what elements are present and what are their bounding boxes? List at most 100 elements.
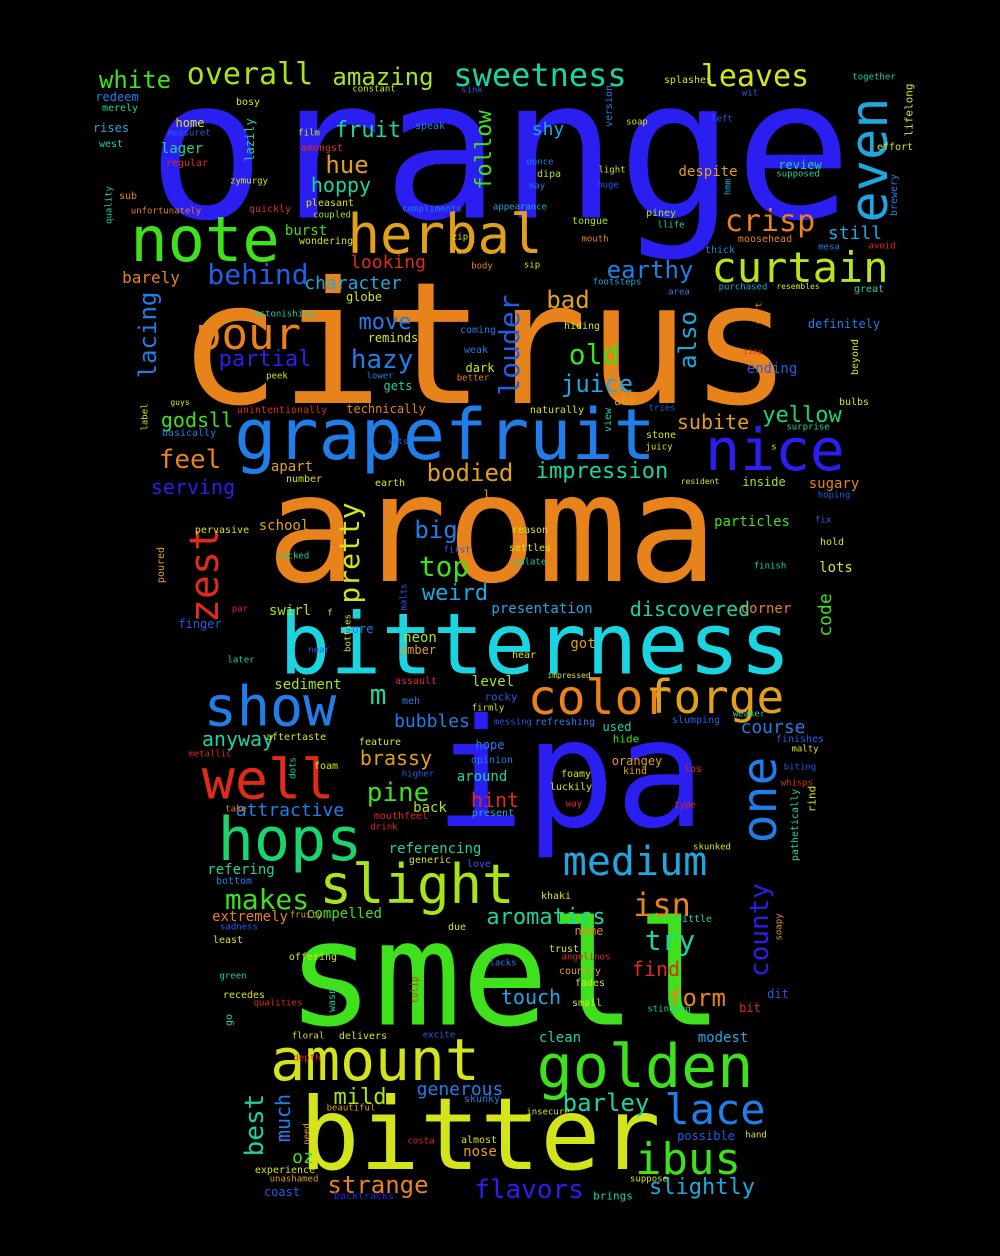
word-great: great [853, 284, 885, 295]
word-bitter: bitter [299, 1076, 661, 1193]
word-partial: partial [218, 347, 312, 372]
word-form: form [668, 984, 726, 1012]
word-messing: messing [494, 717, 532, 728]
word-type: type [674, 800, 696, 811]
word-finishes: finishes [775, 734, 825, 745]
word-weird: weird [421, 581, 489, 606]
word-footsteps: footsteps [592, 277, 642, 288]
word-effort: effort [876, 142, 914, 153]
word-tiny: tiny [743, 347, 763, 356]
word-bitterness: bitterness [279, 595, 791, 695]
word-biting: biting [783, 762, 817, 773]
word-lots: lots [819, 560, 853, 576]
word-amount: amount [270, 1026, 480, 1094]
word-still: still [827, 223, 883, 244]
word-particles: particles [714, 514, 790, 530]
word-quickly: quickly [248, 204, 292, 215]
word-slumping: slumping [671, 715, 721, 726]
word-used: used [602, 720, 632, 734]
word-take: take [225, 804, 247, 815]
word-lacks: lacks [489, 958, 517, 969]
word-corner: corner [740, 601, 792, 617]
word-film: film [298, 128, 320, 139]
word-medium: medium [562, 839, 708, 885]
word-abv: abv [614, 394, 636, 408]
word-gets: gets [383, 379, 413, 393]
word-flavors: flavors [474, 1175, 584, 1205]
word-khaki: khaki [540, 891, 572, 902]
word-resident: resident [680, 477, 720, 486]
word-delivers: delivers [338, 1031, 388, 1042]
word-area: area [668, 287, 690, 298]
word-hear: hear [511, 650, 537, 661]
word-ibus: ibus [635, 1134, 741, 1185]
word-dots: dots [288, 757, 299, 779]
word-fruity: fruity [289, 910, 323, 921]
word-avoid: avoid [868, 241, 896, 252]
word-soapy: soapy [774, 913, 785, 941]
word-meh: meh [401, 696, 421, 707]
word-beyond: beyond [850, 338, 861, 376]
word-wit: wit [741, 88, 759, 99]
word-assault: assault [394, 676, 438, 687]
word-version: version [604, 84, 615, 128]
word-small: small [571, 998, 603, 1009]
word-bad: bad [546, 286, 590, 314]
word-s: s [771, 442, 777, 453]
word-generous: generous [416, 1079, 504, 1100]
word-o: o [456, 247, 462, 256]
word-mesa: mesa [818, 242, 840, 253]
word-barley: barley [562, 1089, 650, 1117]
word-golden: golden [536, 1032, 754, 1102]
word-hope: hope [475, 738, 505, 752]
word-aftertaste: aftertaste [265, 732, 327, 743]
word-school: school [258, 518, 310, 534]
word-level: level [471, 674, 515, 690]
word-opinion: opinion [470, 755, 514, 766]
word-body: body [471, 261, 493, 272]
word-hold: hold [819, 537, 845, 548]
word-note: note [130, 203, 280, 276]
word-ending: ending [746, 361, 798, 377]
word-county: county [745, 883, 775, 977]
word-also: also [674, 311, 702, 369]
word-fix: fix [814, 515, 832, 526]
word-much: much [271, 1093, 295, 1143]
word-code: code [815, 593, 836, 637]
word-splashes: splashes [663, 75, 713, 86]
word-burst: burst [284, 223, 328, 239]
word-firmly: firmly [471, 703, 505, 714]
word-possible: possible [677, 1129, 735, 1143]
word-left: left [711, 114, 733, 125]
word-hue: hue [325, 151, 369, 179]
word-quality: quality [104, 186, 115, 224]
word-got: got [570, 636, 596, 652]
word-stinging: stinging [647, 1004, 691, 1015]
word-aromatics: aromatics [486, 905, 606, 930]
word-wasn: wasn [327, 987, 338, 1013]
word-lager: lager [160, 141, 204, 157]
word-lifelong: lifelong [902, 83, 916, 137]
word-kind: kind [622, 766, 648, 777]
word-tulip: tulip [410, 976, 421, 1004]
word-malty: malty [791, 744, 819, 755]
word-well: well [201, 747, 335, 812]
word-hazy: hazy [350, 345, 414, 375]
word-soap: soap [626, 117, 648, 128]
word-go: go [224, 1013, 235, 1027]
word-weak: weak [463, 345, 489, 356]
word-overall: overall [186, 57, 314, 92]
word-sediment: sediment [274, 677, 342, 693]
word-earth: earth [374, 478, 406, 489]
word-sub: sub [118, 191, 138, 202]
word-west: west [98, 139, 124, 150]
word-makes: makes [224, 883, 310, 916]
word-isn: isn [633, 886, 691, 924]
word-anyway: anyway [201, 727, 275, 751]
word-earthy: earthy [606, 256, 694, 284]
word-globe: globe [345, 290, 383, 304]
word-reminds: reminds [367, 331, 419, 345]
word-aroma: aroma [266, 443, 718, 617]
word-redeem: redeem [95, 90, 139, 104]
